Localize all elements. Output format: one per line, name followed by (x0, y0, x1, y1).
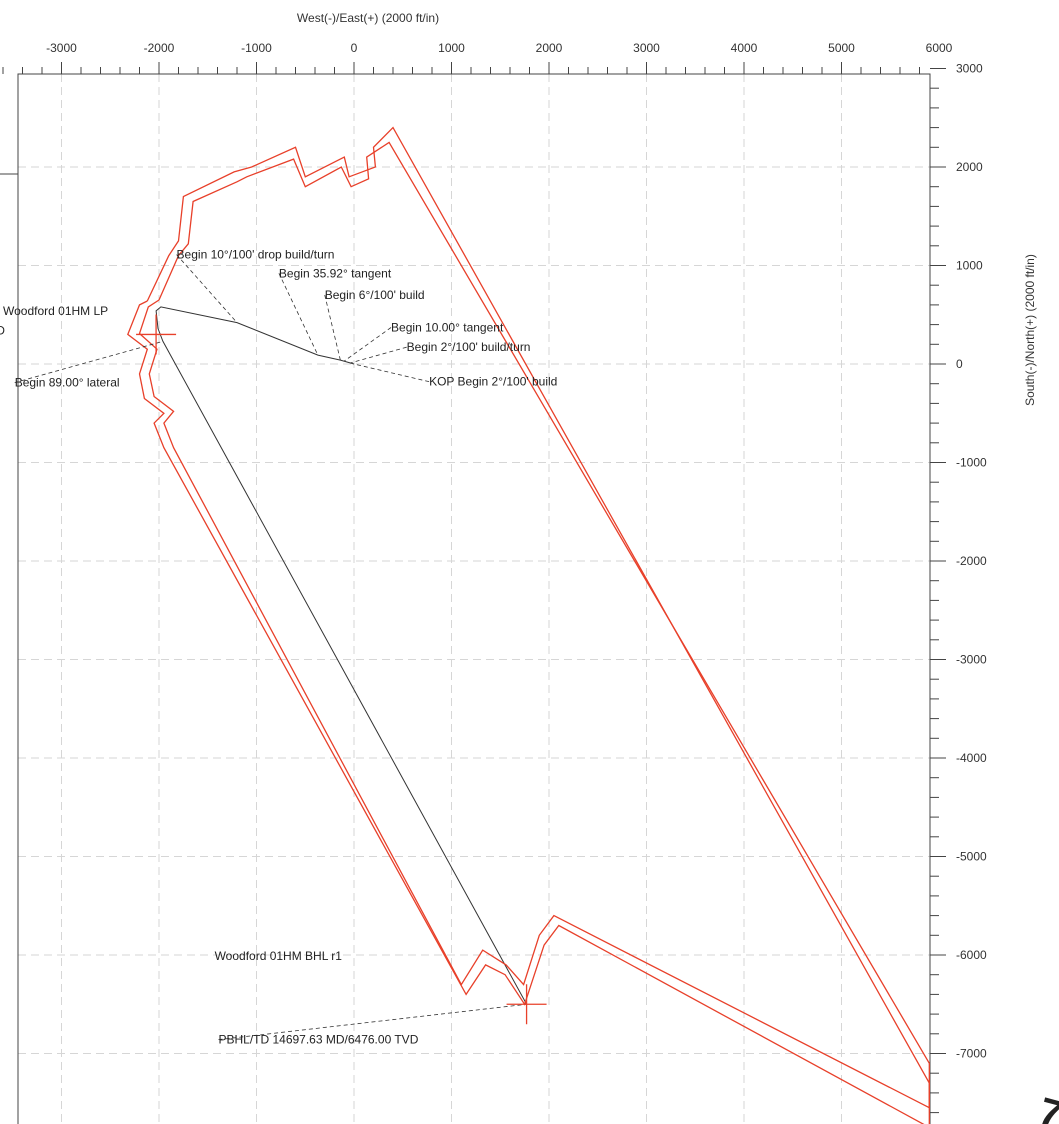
annotation-label: PBHL/TD 14697.63 MD/6476.00 TVD (218, 1033, 418, 1047)
x-tick-label: 1000 (438, 41, 465, 55)
annotation-leader (353, 363, 430, 383)
y-tick-label: -6000 (956, 948, 987, 962)
x-tick-label: -3000 (46, 41, 77, 55)
y-tick-label: -5000 (956, 850, 987, 864)
y-tick-label: 0 (956, 357, 963, 371)
grid-lines (18, 74, 930, 1124)
x-tick-label: 0 (351, 41, 358, 55)
annotation-label: KOP Begin 2°/100' build (429, 375, 557, 389)
annotation-label: Begin 35.92° tangent (279, 266, 392, 280)
x-tick-label: 2000 (536, 41, 563, 55)
crosshair-marker (506, 984, 547, 1025)
y-axis-title: South(-)/North(+) (2000 ft/in) (1023, 254, 1037, 406)
y-tick-label: -3000 (956, 653, 987, 667)
corner-logo-mark: 7 (1034, 1090, 1059, 1124)
annotation-label: Begin 2°/100' build/turn (407, 340, 531, 354)
x-tick-label: 3000 (633, 41, 660, 55)
annotation-label: Woodford 01HM LP (3, 304, 108, 318)
crosshair-marker (136, 314, 177, 355)
y-tick-label: 2000 (956, 160, 983, 174)
series-boundary-outer (127, 126, 930, 1124)
y-tick-label: -1000 (956, 456, 987, 470)
annotation-label: Begin 10°/100' drop build/turn (177, 248, 335, 262)
annotation-leader (218, 1003, 527, 1041)
x-tick-label: 4000 (731, 41, 758, 55)
annotation-label: Begin 89.00° lateral (15, 376, 120, 390)
y-tick-label: -4000 (956, 751, 987, 765)
annotation-leader (324, 294, 341, 361)
annotation-label: Woodford 01HM BHL r1 (215, 949, 343, 963)
annotation-leaders (14, 254, 527, 1041)
plot-frame (17, 73, 931, 1124)
series-layer (127, 126, 930, 1124)
x-tick-label: -1000 (241, 41, 272, 55)
y-tick-label: 3000 (956, 62, 983, 76)
annotation-leader (176, 254, 238, 323)
annotation-label: Begin 10.00° tangent (391, 320, 504, 334)
annotation-label: D (0, 323, 5, 337)
y-tick-label: -2000 (956, 554, 987, 568)
y-tick-label: -7000 (956, 1047, 987, 1061)
x-tick-label: 6000 (926, 41, 953, 55)
series-boundary-inner (138, 141, 930, 1109)
annotations: Begin 10°/100' drop build/turn Begin 35.9… (0, 248, 557, 1047)
position-markers (136, 314, 547, 1025)
annotation-leader (349, 346, 407, 364)
x-axis-title: West(-)/East(+) (2000 ft/in) (297, 11, 439, 25)
annotation-leader (278, 273, 319, 356)
x-tick-label: 5000 (828, 41, 855, 55)
annotation-label: Begin 6°/100' build (325, 288, 425, 302)
x-tick-label: -2000 (144, 41, 175, 55)
y-tick-label: 1000 (956, 259, 983, 273)
series-wellbore (155, 306, 528, 1005)
axis-ticks: -3000 -2000 -1000 0 1000 2000 3000 4000 5000 6000… (2, 41, 987, 1114)
annotation-leader (344, 327, 392, 362)
annotation-leader (14, 340, 164, 384)
